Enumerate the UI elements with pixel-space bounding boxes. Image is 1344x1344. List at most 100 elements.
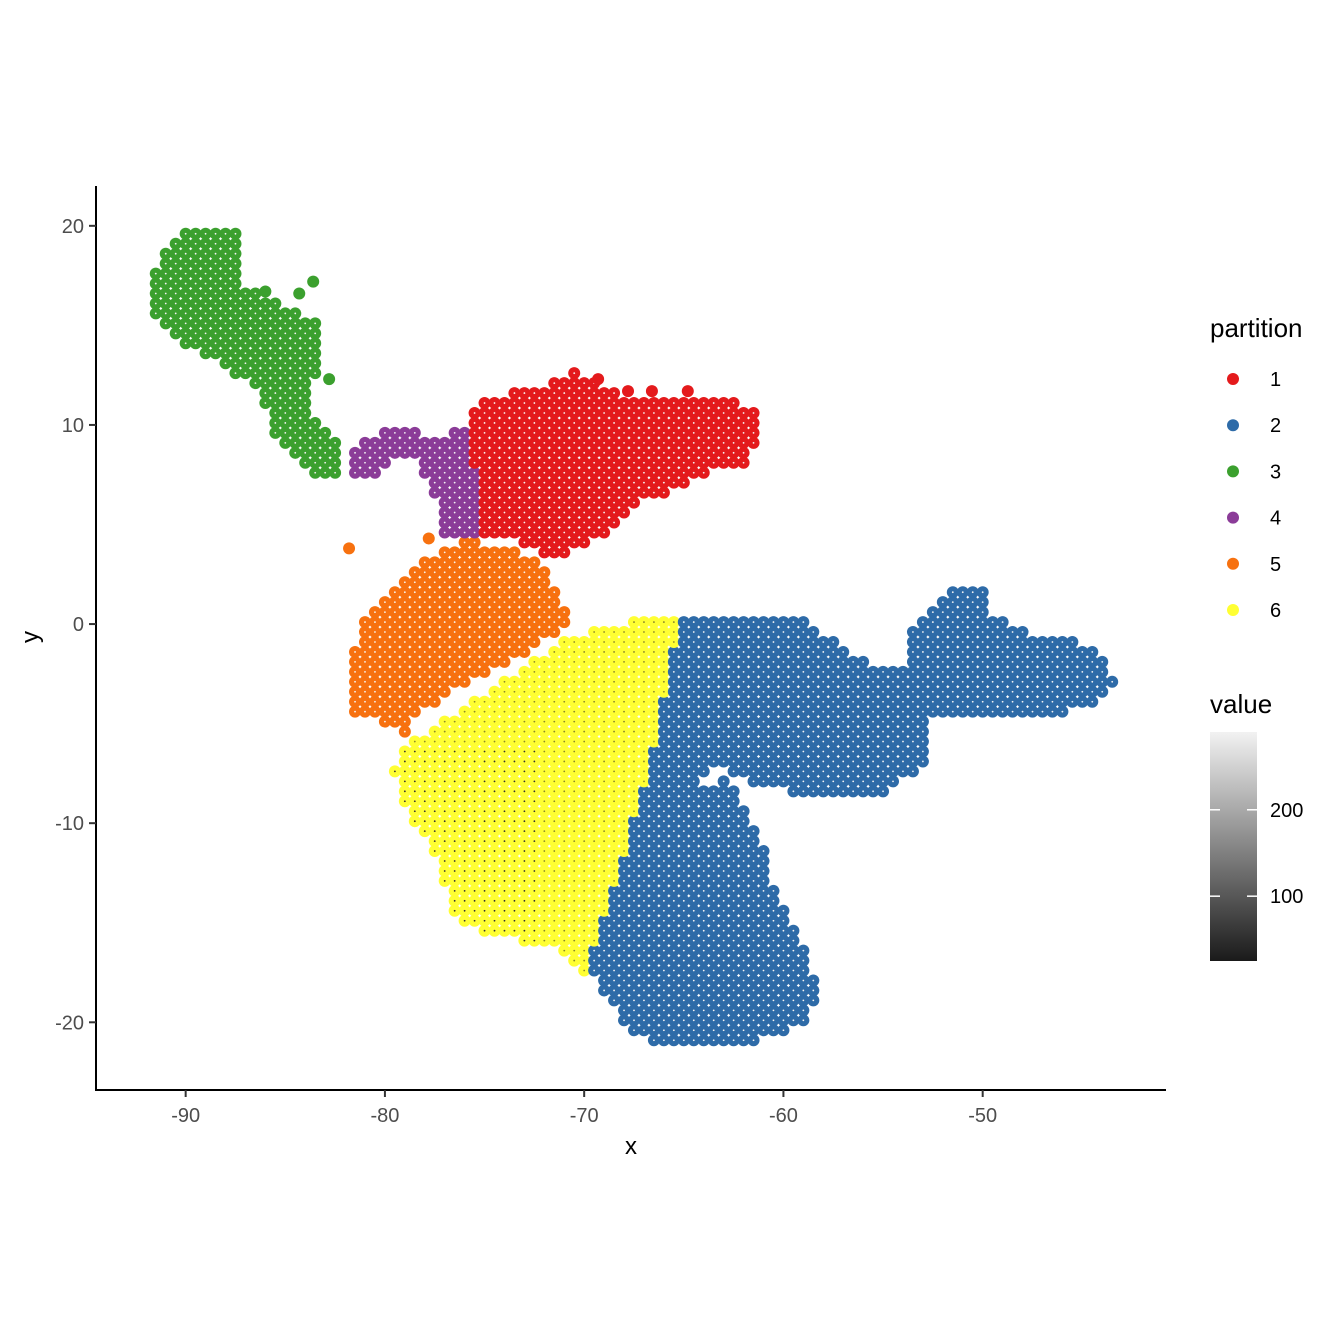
value-dot — [583, 461, 586, 464]
value-dot — [623, 690, 625, 693]
value-dot — [204, 292, 207, 295]
value-dot — [553, 551, 556, 554]
value-dot — [722, 1009, 725, 1012]
value-dot — [941, 641, 944, 643]
value-dot — [473, 899, 476, 902]
value-dot — [772, 730, 775, 733]
value-dot — [583, 870, 586, 872]
value-dot — [513, 770, 516, 773]
value-dot — [493, 571, 496, 574]
value-dot — [882, 700, 884, 703]
value-dot — [563, 511, 566, 514]
value-dot — [553, 860, 556, 862]
value-dot — [662, 780, 665, 783]
value-dot — [483, 641, 486, 643]
value-dot — [493, 880, 496, 882]
value-dot — [613, 511, 615, 514]
value-dot — [692, 412, 695, 414]
value-dot — [493, 481, 496, 484]
value-dot — [633, 889, 635, 892]
value-dot — [254, 332, 257, 335]
value-dot — [692, 850, 695, 852]
value-dot — [543, 412, 546, 414]
value-dot — [244, 372, 247, 375]
value-dot — [702, 690, 705, 693]
value-dot — [603, 740, 606, 743]
value-dot — [812, 730, 815, 733]
value-dot — [653, 451, 655, 454]
value-dot — [423, 561, 426, 564]
value-dot — [832, 780, 835, 783]
value-dot — [623, 800, 625, 803]
value-dot — [643, 1009, 645, 1012]
value-dot — [573, 720, 576, 723]
value-dot — [593, 521, 596, 524]
value-dot — [712, 820, 715, 823]
value-dot — [603, 830, 606, 833]
value-dot — [463, 760, 466, 763]
value-dot — [563, 880, 566, 882]
value-dot — [433, 591, 436, 594]
value-dot — [583, 730, 586, 733]
value-dot — [941, 710, 944, 713]
value-dot — [692, 402, 695, 404]
value-dot — [224, 332, 227, 335]
value-dot — [782, 959, 785, 962]
value-dot — [543, 481, 546, 484]
value-dot — [792, 720, 795, 723]
value-dot — [892, 780, 894, 783]
value-dot — [513, 412, 516, 414]
value-dot — [882, 770, 884, 773]
value-dot — [931, 660, 934, 663]
value-dot — [463, 860, 466, 862]
value-dot — [792, 651, 795, 653]
value-dot — [573, 412, 576, 414]
value-dot — [672, 880, 675, 882]
value-dot — [473, 521, 476, 524]
value-dot — [702, 959, 705, 962]
value-dot — [922, 690, 924, 693]
value-dot — [583, 780, 586, 783]
value-dot — [184, 322, 187, 325]
value-dot — [613, 730, 615, 733]
value-dot — [593, 700, 596, 703]
value-dot — [882, 670, 884, 673]
value-dot — [682, 830, 685, 833]
value-dot — [712, 690, 715, 693]
value-dot — [692, 860, 695, 862]
value-dot — [981, 680, 984, 683]
value-dot — [643, 919, 645, 922]
value-dot — [802, 770, 805, 773]
value-dot — [633, 481, 635, 484]
value-dot — [922, 631, 924, 633]
value-dot — [593, 511, 596, 514]
value-dot — [941, 621, 944, 623]
value-dot — [503, 491, 506, 494]
value-dot — [672, 949, 675, 952]
value-dot — [583, 690, 586, 693]
value-dot — [633, 959, 635, 962]
value-dot — [284, 372, 287, 375]
value-dot — [483, 740, 486, 743]
value-dot — [712, 969, 715, 972]
value-dot — [653, 949, 655, 952]
value-dot — [653, 800, 655, 803]
value-dot — [443, 611, 446, 614]
value-dot — [832, 790, 835, 793]
value-dot — [822, 641, 825, 643]
value-dot — [732, 1039, 735, 1042]
value-dot — [473, 870, 476, 872]
value-dot — [473, 850, 476, 852]
value-dot — [633, 740, 635, 743]
value-dot — [1041, 680, 1044, 683]
value-dot — [354, 690, 356, 693]
value-dot — [852, 720, 855, 723]
value-dot — [762, 710, 765, 713]
value-dot — [503, 710, 506, 713]
value-dot — [623, 820, 625, 823]
value-dot — [613, 889, 615, 892]
value-dot — [712, 919, 715, 922]
value-dot — [772, 700, 775, 703]
value-dot — [423, 680, 426, 683]
value-dot — [493, 501, 496, 504]
